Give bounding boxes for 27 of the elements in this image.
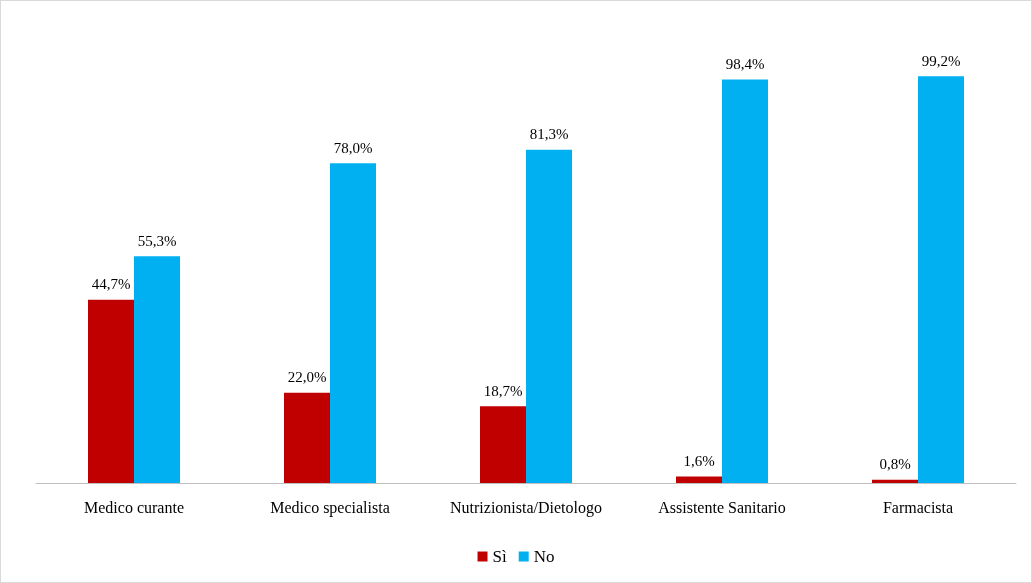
bar xyxy=(88,299,134,483)
legend-label: No xyxy=(533,547,555,566)
data-label: 78,0% xyxy=(333,139,373,156)
bar xyxy=(134,256,180,483)
x-tick-label: Medico curante xyxy=(84,498,184,516)
bar xyxy=(872,479,918,483)
bar xyxy=(676,476,722,483)
bar xyxy=(722,79,768,483)
x-tick-label: Assistente Sanitario xyxy=(658,498,786,516)
bar xyxy=(330,163,376,483)
data-label: 1,6% xyxy=(683,452,715,469)
bar xyxy=(284,392,330,483)
data-label: 44,7% xyxy=(91,276,131,293)
bar xyxy=(918,76,964,483)
bar xyxy=(480,406,526,483)
data-label: 22,0% xyxy=(287,369,327,386)
data-label: 18,7% xyxy=(483,382,523,399)
bar xyxy=(526,149,572,483)
x-tick-label: Nutrizionista/Dietologo xyxy=(450,498,602,517)
data-label: 81,3% xyxy=(529,126,569,143)
x-tick-label: Farmacista xyxy=(882,498,954,516)
legend-label: Sì xyxy=(492,547,507,566)
data-label: 0,8% xyxy=(879,456,911,473)
data-label: 98,4% xyxy=(725,56,765,73)
x-tick-label: Medico specialista xyxy=(270,498,390,517)
data-label: 55,3% xyxy=(137,232,177,249)
data-label: 99,2% xyxy=(921,52,961,69)
